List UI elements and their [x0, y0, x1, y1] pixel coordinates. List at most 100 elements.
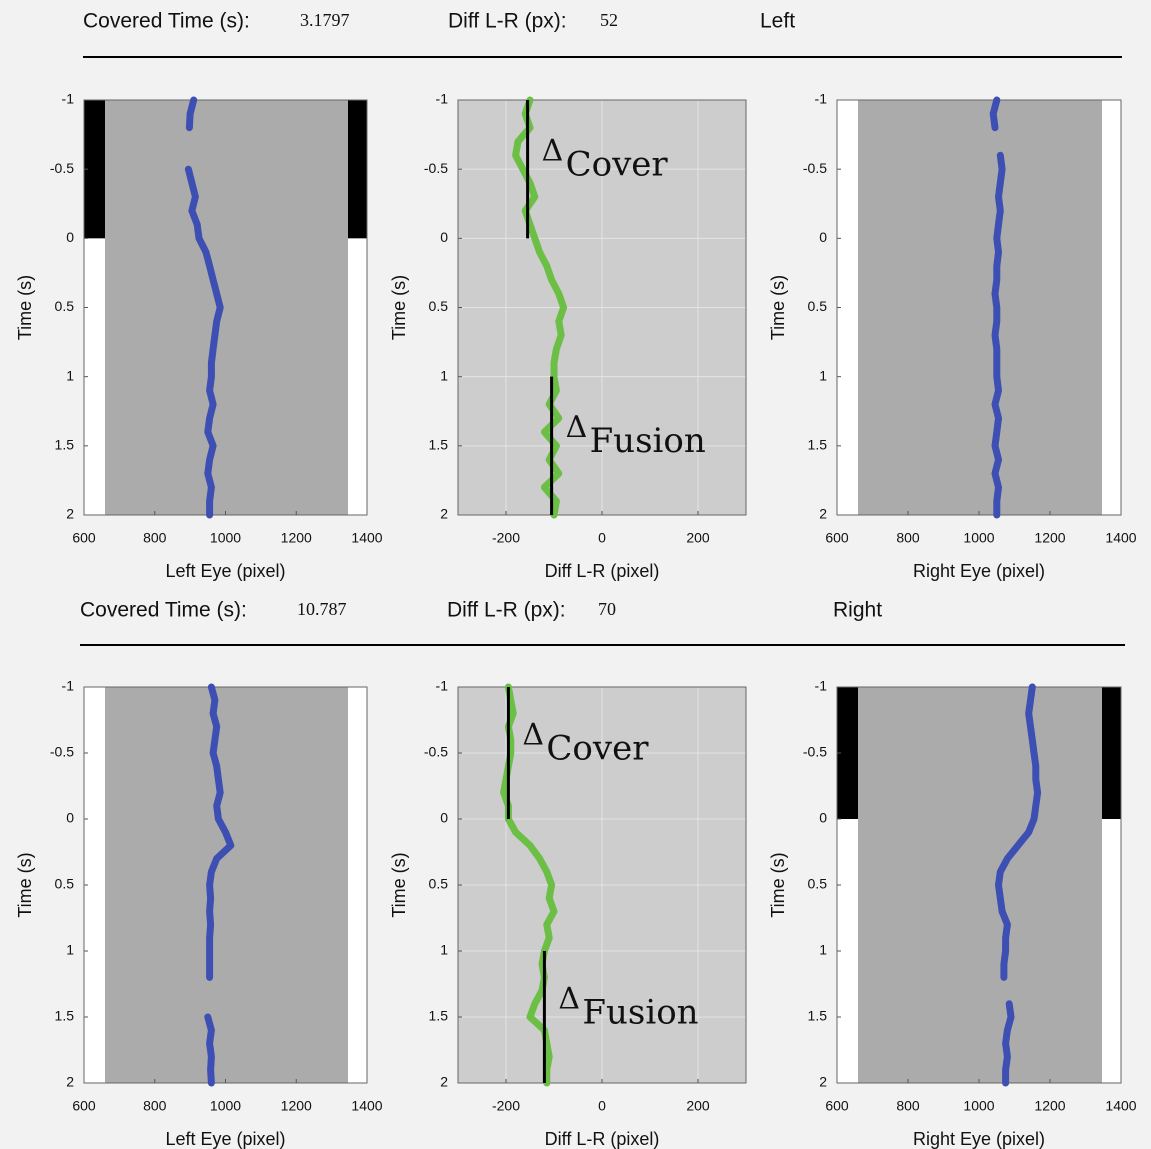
header-eye: Left — [760, 10, 795, 33]
axes-box — [83, 99, 368, 516]
trace — [184, 96, 224, 519]
y-tick-label: 0.5 — [55, 298, 75, 314]
x-tick-label: 600 — [72, 530, 96, 546]
x-tick-label: 600 — [825, 1098, 849, 1114]
plot-area — [837, 100, 1121, 515]
y-tick-label: 1.5 — [55, 1008, 75, 1024]
trace — [512, 96, 568, 519]
axes-box — [836, 99, 1122, 516]
y-axis-label: Time (s) — [768, 852, 788, 917]
header-covered-value: 3.1797 — [300, 10, 350, 30]
x-axis-label: Right Eye (pixel) — [913, 1129, 1045, 1149]
x-tick-label: 800 — [143, 530, 167, 546]
y-tick-label: 0 — [66, 810, 74, 826]
header-diff-value: 52 — [600, 10, 618, 30]
header-covered-label: Covered Time (s): — [83, 10, 250, 33]
y-tick-label: -1 — [436, 678, 449, 694]
x-tick-label: 0 — [598, 530, 606, 546]
y-tick-label: 1.5 — [55, 437, 75, 453]
trace — [500, 683, 558, 1087]
y-tick-label: 0 — [819, 229, 827, 245]
annotation-symbol: Δ — [558, 981, 580, 1016]
y-tick-label: 1 — [66, 942, 74, 958]
x-tick-label: -200 — [492, 530, 520, 546]
annotation-text: Fusion — [582, 992, 698, 1032]
x-tick-label: 1200 — [281, 1098, 312, 1114]
y-axis-label: Time (s) — [389, 852, 409, 917]
y-tick-label: -0.5 — [803, 160, 827, 176]
header-diff-value: 70 — [598, 599, 616, 619]
trace — [995, 683, 1042, 1087]
x-tick-label: 200 — [686, 530, 710, 546]
y-tick-label: 1.5 — [429, 437, 449, 453]
y-tick-label: 2 — [440, 506, 448, 522]
y-tick-label: 2 — [66, 1074, 74, 1090]
y-tick-label: 1 — [440, 942, 448, 958]
axes-box — [83, 686, 368, 1084]
y-tick-label: 0.5 — [808, 298, 828, 314]
y-tick-label: 1 — [819, 367, 827, 383]
x-tick-label: 1400 — [1105, 530, 1136, 546]
y-tick-label: 1 — [440, 367, 448, 383]
occluder — [837, 687, 858, 819]
y-tick-label: 2 — [819, 1074, 827, 1090]
axes-box — [836, 686, 1122, 1084]
y-tick-label: 0.5 — [429, 298, 449, 314]
header-eye: Right — [833, 599, 882, 622]
axes-box — [457, 99, 747, 516]
y-axis-label: Time (s) — [15, 275, 35, 340]
plot-area — [84, 687, 367, 1083]
annotation-text: Cover — [546, 728, 649, 768]
y-tick-label: -1 — [815, 91, 828, 107]
annotation-text: Cover — [566, 144, 669, 184]
y-tick-label: 0 — [440, 810, 448, 826]
x-tick-label: 1000 — [963, 1098, 994, 1114]
x-tick-label: 800 — [896, 530, 920, 546]
y-tick-label: 0 — [819, 810, 827, 826]
y-axis-label: Time (s) — [768, 275, 788, 340]
y-tick-label: -0.5 — [50, 160, 74, 176]
axes-box — [457, 686, 747, 1084]
plot-area — [84, 100, 367, 515]
x-tick-label: 1400 — [351, 1098, 382, 1114]
x-tick-label: 1200 — [1034, 530, 1065, 546]
x-axis-label: Left Eye (pixel) — [165, 561, 285, 581]
x-axis-label: Diff L-R (pixel) — [545, 561, 660, 581]
y-axis-label: Time (s) — [15, 852, 35, 917]
x-tick-label: 600 — [825, 530, 849, 546]
x-tick-label: -200 — [492, 1098, 520, 1114]
x-tick-label: 1000 — [210, 1098, 241, 1114]
y-tick-label: 2 — [819, 506, 827, 522]
y-tick-label: -0.5 — [50, 744, 74, 760]
header-covered-value: 10.787 — [297, 599, 347, 619]
occluder — [1102, 687, 1121, 819]
y-tick-label: -0.5 — [424, 744, 448, 760]
y-tick-label: -0.5 — [424, 160, 448, 176]
header-diff-label: Diff L-R (px): — [448, 10, 567, 33]
y-tick-label: 1.5 — [429, 1008, 449, 1024]
y-tick-label: 0 — [440, 229, 448, 245]
x-tick-label: 1200 — [281, 530, 312, 546]
header-covered-label: Covered Time (s): — [80, 599, 247, 622]
x-tick-label: 1200 — [1034, 1098, 1065, 1114]
screen-edge — [837, 100, 858, 515]
y-axis-label: Time (s) — [389, 275, 409, 340]
screen-edge — [1102, 100, 1121, 515]
y-tick-label: -1 — [62, 91, 75, 107]
x-tick-label: 1000 — [963, 530, 994, 546]
x-tick-label: 800 — [143, 1098, 167, 1114]
y-tick-label: -1 — [62, 678, 75, 694]
y-tick-label: 2 — [66, 506, 74, 522]
screen-edge — [348, 687, 367, 1083]
y-tick-label: -1 — [815, 678, 828, 694]
trace — [204, 683, 235, 1087]
plot-area — [837, 687, 1121, 1083]
y-tick-label: 0 — [66, 229, 74, 245]
trace — [989, 96, 1006, 519]
header-diff-label: Diff L-R (px): — [447, 599, 566, 622]
x-axis-label: Right Eye (pixel) — [913, 561, 1045, 581]
y-tick-label: 2 — [440, 1074, 448, 1090]
screen-edge — [84, 687, 105, 1083]
